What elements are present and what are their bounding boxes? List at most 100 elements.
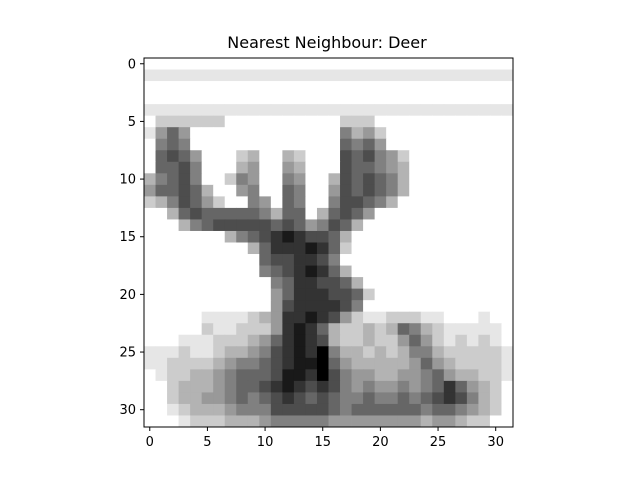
heatmap-cell — [489, 184, 502, 197]
heatmap-cell — [501, 380, 514, 393]
heatmap-cell — [178, 380, 191, 393]
heatmap-cell — [455, 219, 468, 232]
heatmap-cell — [386, 415, 399, 428]
heatmap-cell — [374, 357, 387, 370]
heatmap-cell — [201, 357, 214, 370]
heatmap-cell — [420, 207, 433, 220]
heatmap-cell — [190, 242, 203, 255]
heatmap-cell — [351, 323, 364, 336]
heatmap-cell — [247, 184, 260, 197]
heatmap-cell — [489, 242, 502, 255]
heatmap-cell — [489, 265, 502, 278]
heatmap-cell — [236, 415, 249, 428]
heatmap-cell — [443, 69, 456, 82]
heatmap-cell — [259, 346, 272, 359]
heatmap-cell — [340, 115, 352, 128]
heatmap-cell — [489, 392, 502, 405]
heatmap-cell — [328, 242, 341, 255]
heatmap-cell — [386, 92, 399, 105]
heatmap-cell — [420, 265, 433, 278]
heatmap-cell — [270, 161, 283, 174]
heatmap-cell — [328, 415, 341, 428]
heatmap-cell — [201, 207, 214, 220]
y-tick-label: 10 — [119, 173, 136, 188]
heatmap-cell — [213, 173, 226, 186]
heatmap-cell — [305, 346, 318, 359]
heatmap-cell — [374, 254, 387, 266]
heatmap-cell — [270, 81, 283, 93]
heatmap-cell — [489, 127, 502, 140]
heatmap-cell — [386, 265, 399, 278]
heatmap-cell — [270, 254, 283, 266]
heatmap-cell — [190, 127, 203, 140]
heatmap-cell — [409, 58, 422, 70]
heatmap-cell — [328, 311, 341, 324]
heatmap-cell — [224, 196, 237, 209]
heatmap-cell — [397, 127, 410, 140]
heatmap-cell — [190, 346, 203, 359]
heatmap-cell — [397, 58, 410, 70]
heatmap-cell — [144, 207, 156, 220]
heatmap-cell — [420, 254, 433, 266]
heatmap-cell — [443, 81, 456, 93]
heatmap-cell — [363, 357, 376, 370]
heatmap-cell — [455, 415, 468, 428]
heatmap-cell — [213, 138, 226, 151]
heatmap-cell — [397, 150, 410, 163]
heatmap-cell — [293, 230, 306, 243]
heatmap-cell — [293, 127, 306, 140]
heatmap-cell — [282, 184, 295, 197]
heatmap-cell — [328, 184, 341, 197]
heatmap-cell — [340, 254, 352, 266]
heatmap-cell — [501, 219, 514, 232]
heatmap-cell — [201, 403, 214, 416]
heatmap-cell — [167, 127, 179, 140]
heatmap-cell — [155, 392, 168, 405]
heatmap-cell — [247, 173, 260, 186]
heatmap-cell — [224, 69, 237, 82]
heatmap-cell — [293, 277, 306, 290]
heatmap-cell — [282, 69, 295, 82]
heatmap-cell — [374, 207, 387, 220]
heatmap-cell — [167, 334, 179, 347]
heatmap-cell — [397, 380, 410, 393]
heatmap-cell — [247, 138, 260, 151]
heatmap-cell — [224, 403, 237, 416]
heatmap-cell — [340, 58, 352, 70]
heatmap-cell — [363, 346, 376, 359]
heatmap-cell — [236, 380, 249, 393]
heatmap-cell — [363, 300, 376, 313]
heatmap-cell — [455, 300, 468, 313]
heatmap-cell — [155, 230, 168, 243]
heatmap-cell — [259, 161, 272, 174]
heatmap-cell — [466, 277, 479, 290]
heatmap-cell — [386, 150, 399, 163]
heatmap-cell — [340, 265, 352, 278]
heatmap-cell — [443, 346, 456, 359]
heatmap-cell — [167, 115, 179, 128]
heatmap-cell — [386, 403, 399, 416]
heatmap-cell — [224, 127, 237, 140]
heatmap-cell — [167, 346, 179, 359]
heatmap-cell — [270, 334, 283, 347]
heatmap-cell — [363, 138, 376, 151]
heatmap-cell — [167, 207, 179, 220]
heatmap-cell — [247, 403, 260, 416]
heatmap-cell — [305, 173, 318, 186]
heatmap-cell — [455, 311, 468, 324]
heatmap-cell — [305, 207, 318, 220]
heatmap-cell — [397, 92, 410, 105]
heatmap-cell — [328, 69, 341, 82]
heatmap-cell — [501, 184, 514, 197]
heatmap-cell — [144, 184, 156, 197]
heatmap-cell — [167, 230, 179, 243]
heatmap-cell — [489, 403, 502, 416]
heatmap-cell — [316, 392, 329, 405]
heatmap-cell — [374, 369, 387, 382]
heatmap-cell — [259, 81, 272, 93]
heatmap-cell — [409, 369, 422, 382]
heatmap-cell — [224, 58, 237, 70]
heatmap-cell — [466, 115, 479, 128]
heatmap-cell — [489, 415, 502, 428]
heatmap-cell — [363, 415, 376, 428]
